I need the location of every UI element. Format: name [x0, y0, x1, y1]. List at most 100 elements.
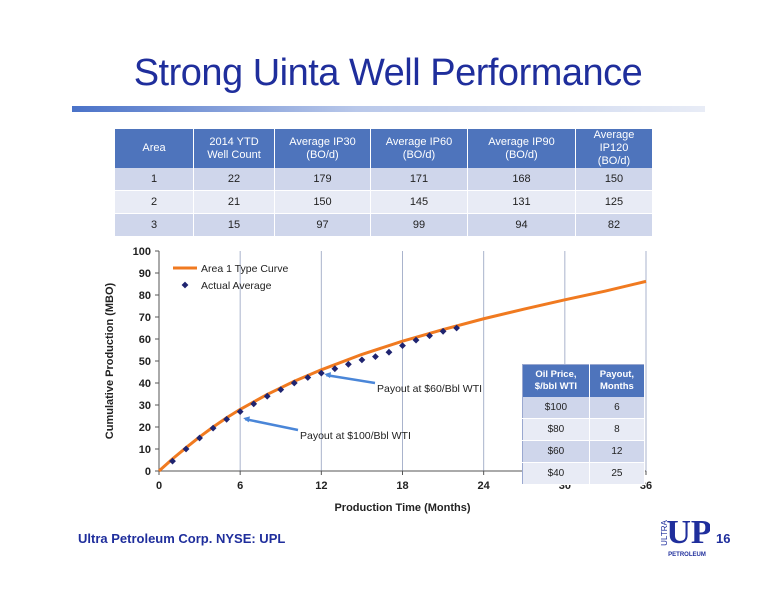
- y-tick-label: 90: [139, 268, 151, 280]
- table-cell: 2: [115, 190, 194, 214]
- logo-bottom-text: PETROLEUM: [668, 552, 706, 558]
- y-tick-label: 70: [139, 312, 151, 324]
- header-ip30: Average IP30 (BO/d): [274, 129, 371, 168]
- actual-average-point: [263, 392, 271, 400]
- table-cell: 150: [274, 190, 371, 214]
- y-tick-label: 50: [139, 356, 151, 368]
- table-cell: 8: [589, 418, 646, 441]
- header-area: Area: [115, 129, 194, 168]
- table-cell: 21: [193, 190, 275, 214]
- table-row: 2 21 150 145 131 125: [115, 190, 653, 214]
- annotation-arrow: [244, 417, 299, 432]
- y-tick-label: 30: [139, 400, 151, 412]
- table-cell: 1: [115, 168, 194, 191]
- x-tick-label: 24: [478, 480, 491, 492]
- y-tick-label: 100: [133, 246, 151, 258]
- actual-average-point: [426, 332, 433, 340]
- x-tick-label: 6: [237, 480, 243, 492]
- actual-average-point: [236, 408, 244, 415]
- actual-average-point: [412, 336, 420, 344]
- y-tick-label: 20: [139, 422, 151, 434]
- actual-average-point: [439, 327, 447, 335]
- actual-average-point: [453, 324, 461, 332]
- actual-average-point: [331, 365, 339, 373]
- actual-average-point: [223, 415, 231, 423]
- header-payout-months: Payout, Months: [589, 364, 646, 397]
- ultra-petroleum-logo: ULTRA UP PETROLEUM: [660, 514, 710, 558]
- logo-main-text: UP: [666, 514, 710, 551]
- actual-average-point: [317, 369, 325, 377]
- payout-header-row: Oil Price, $/bbl WTI Payout, Months: [522, 364, 646, 397]
- table-cell: 99: [370, 213, 468, 237]
- actual-average-point: [372, 353, 379, 360]
- y-tick-label: 0: [145, 466, 151, 478]
- legend-diamond-swatch: [181, 281, 189, 289]
- table-cell: 15: [193, 213, 275, 237]
- table-cell: 94: [467, 213, 576, 237]
- y-tick-label: 80: [139, 290, 151, 302]
- table-cell: $40: [522, 462, 590, 485]
- table-cell: 6: [589, 397, 646, 419]
- x-axis-title: Production Time (Months): [334, 502, 470, 514]
- table-cell: $60: [522, 440, 590, 463]
- x-tick-label: 18: [396, 480, 408, 492]
- table-cell: 25: [589, 462, 646, 485]
- table-cell: 22: [193, 168, 275, 191]
- table-row: $60 12: [522, 440, 646, 463]
- actual-average-point: [385, 348, 393, 356]
- footer-company: Ultra Petroleum Corp. NYSE: UPL: [78, 531, 286, 546]
- table-cell: 131: [467, 190, 576, 214]
- well-count-table: Area 2014 YTD Well Count Average IP30 (BO/…: [115, 129, 653, 237]
- table-row: $40 25: [522, 462, 646, 485]
- annotation-arrowhead: [243, 416, 250, 423]
- table-cell: 3: [115, 213, 194, 237]
- y-tick-label: 10: [139, 444, 151, 456]
- table-cell: $100: [522, 397, 590, 419]
- actual-average-point: [358, 356, 366, 364]
- actual-average-point: [209, 424, 217, 432]
- annotation-label: Payout at $60/Bbl WTI: [377, 383, 482, 395]
- header-ip90: Average IP90 (BO/d): [467, 129, 576, 168]
- table-cell: 179: [274, 168, 371, 191]
- chart-legend: Area 1 Type Curve Actual Average: [173, 263, 289, 292]
- table-cell: 82: [575, 213, 653, 237]
- actual-average-point: [169, 457, 176, 465]
- header-oil-price: Oil Price, $/bbl WTI: [522, 364, 590, 397]
- table-cell: 97: [274, 213, 371, 237]
- well-table-header-row: Area 2014 YTD Well Count Average IP30 (BO/…: [115, 129, 653, 168]
- title-underline: [72, 106, 705, 112]
- x-tick-label: 0: [156, 480, 162, 492]
- actual-average-point: [399, 342, 406, 349]
- slide-title: Strong Uinta Well Performance: [133, 52, 643, 94]
- actual-average-point: [290, 379, 298, 387]
- annotation-arrow: [326, 373, 376, 385]
- y-tick-label: 60: [139, 334, 151, 346]
- actual-average-point: [277, 386, 285, 393]
- table-cell: 12: [589, 440, 646, 463]
- table-cell: 125: [575, 190, 653, 214]
- page-number: 16: [716, 531, 731, 546]
- table-cell: 150: [575, 168, 653, 191]
- y-axis-title: Cumulative Production (MBO): [104, 282, 116, 439]
- actual-average-point: [182, 445, 190, 453]
- table-cell: $80: [522, 418, 590, 441]
- x-tick-label: 12: [315, 480, 327, 492]
- table-cell: 171: [370, 168, 468, 191]
- y-tick-label: 40: [139, 378, 151, 390]
- actual-average-point: [344, 360, 352, 368]
- header-ip120: Average IP120 (BO/d): [575, 129, 653, 168]
- header-ip60: Average IP60 (BO/d): [370, 129, 468, 168]
- table-row: $100 6: [522, 397, 646, 419]
- annotation-label: Payout at $100/Bbl WTI: [300, 430, 411, 442]
- table-cell: 168: [467, 168, 576, 191]
- table-row: 3 15 97 99 94 82: [115, 213, 653, 237]
- table-cell: 145: [370, 190, 468, 214]
- logo-side-text: ULTRA: [660, 520, 669, 546]
- table-row: $80 8: [522, 418, 646, 441]
- actual-average-point: [250, 400, 258, 408]
- legend-label: Area 1 Type Curve: [201, 263, 289, 275]
- actual-average-point: [196, 434, 203, 442]
- payout-table: Oil Price, $/bbl WTI Payout, Months $100 6…: [522, 364, 646, 485]
- header-well-count: 2014 YTD Well Count: [193, 129, 275, 168]
- table-row: 1 22 179 171 168 150: [115, 168, 653, 191]
